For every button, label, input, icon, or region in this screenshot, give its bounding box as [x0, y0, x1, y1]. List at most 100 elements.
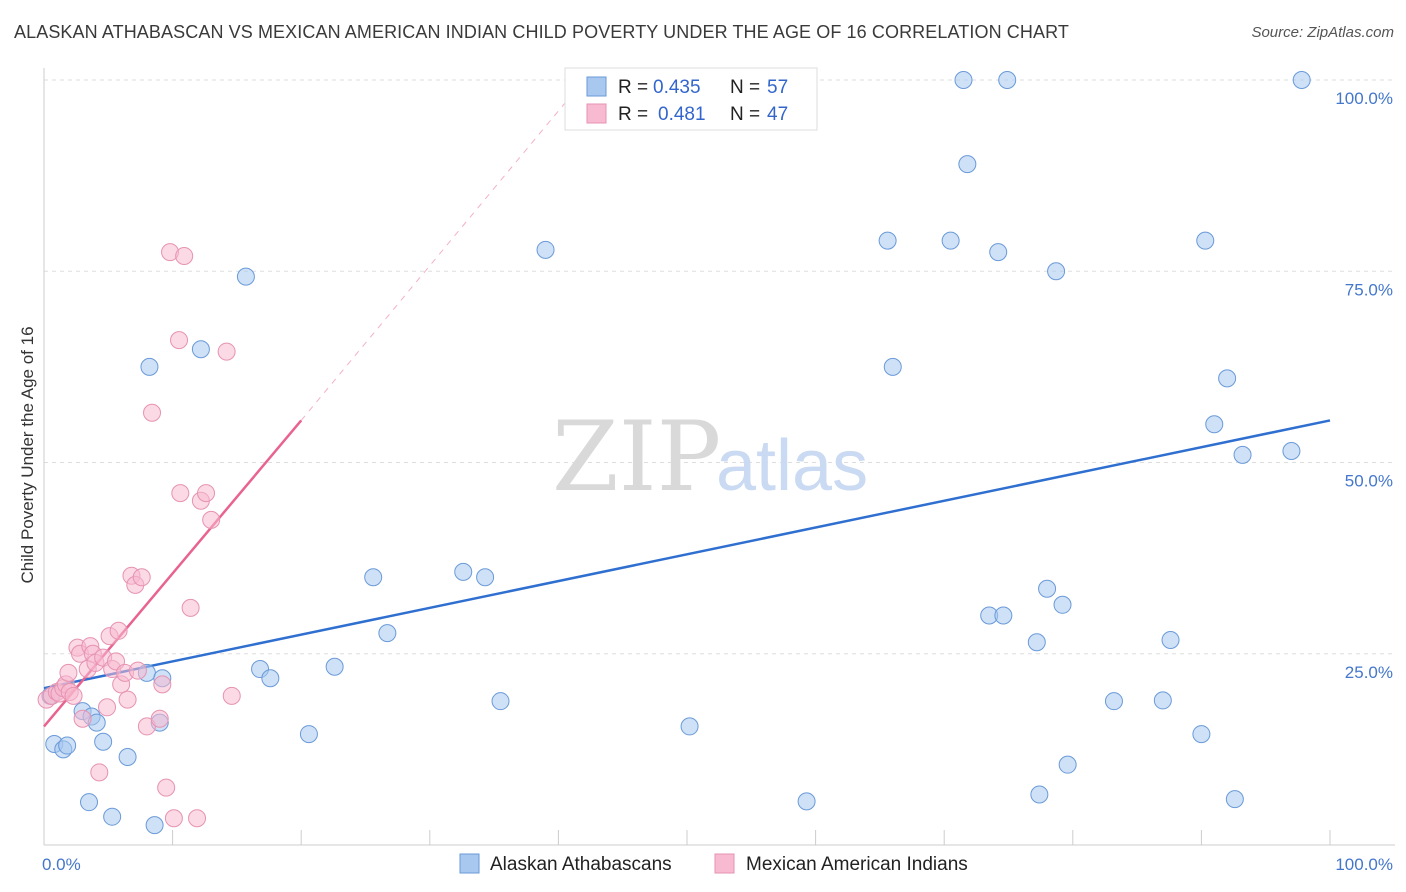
point-s0-54 [1282, 442, 1301, 461]
point-s1-32 [150, 709, 169, 728]
point-s0-9 [103, 807, 122, 826]
x-tick-marks [43, 830, 1331, 845]
point-s1-18 [98, 698, 117, 717]
x-tick-labels: 0.0% 100.0% [42, 855, 1393, 874]
point-s1-39 [175, 246, 194, 265]
point-s1-25 [118, 690, 137, 709]
point-s0-33 [954, 71, 973, 89]
legend-r-value-1: 0.435 [653, 77, 701, 98]
point-s0-43 [1053, 595, 1072, 614]
point-s0-50 [1205, 415, 1224, 434]
point-s0-26 [491, 692, 510, 711]
point-s1-28 [128, 661, 147, 680]
point-s0-29 [797, 792, 816, 811]
bottom-legend-label-athabascan: Alaskan Athabascans [490, 854, 672, 875]
point-s0-25 [476, 568, 495, 587]
point-s0-3 [58, 736, 77, 755]
source-credit: Source: ZipAtlas.com [1251, 24, 1394, 41]
point-s1-36 [164, 809, 183, 828]
point-s1-45 [217, 342, 236, 361]
point-s0-49 [1196, 231, 1215, 250]
point-s0-55 [1292, 71, 1311, 89]
point-s0-41 [1038, 579, 1057, 598]
point-s1-6 [59, 663, 78, 682]
chart-title: ALASKAN ATHABASCAN VS MEXICAN AMERICAN I… [14, 22, 1069, 42]
point-s0-46 [1153, 691, 1172, 710]
x-tick-label-1: 100.0% [1335, 855, 1393, 874]
point-s0-51 [1218, 369, 1237, 388]
point-s0-12 [140, 357, 159, 376]
trend-extension-1 [300, 79, 585, 421]
trend-line-0 [43, 419, 1331, 690]
watermark-zip: ZIP [552, 401, 721, 513]
legend-n-label-2: N = [730, 104, 760, 125]
bottom-legend-swatch-athabascan [459, 853, 480, 874]
point-s0-34 [958, 155, 977, 174]
point-s0-32 [941, 231, 960, 250]
point-s0-8 [94, 732, 113, 751]
point-s1-33 [153, 675, 172, 694]
point-s0-30 [878, 231, 897, 250]
bottom-legend-swatch-mexican [714, 853, 735, 874]
axes [43, 68, 1395, 846]
point-s0-44 [1058, 755, 1077, 774]
point-s1-11 [73, 709, 92, 728]
point-s1-34 [157, 778, 176, 797]
point-s0-22 [364, 568, 383, 587]
legend-n-value-1: 57 [767, 77, 788, 98]
point-s0-53 [1233, 445, 1252, 464]
legend-swatch-mexican [586, 103, 607, 124]
y-tick-label-3: 100.0% [1335, 89, 1393, 108]
point-s1-8 [64, 686, 83, 705]
y-tick-label-1: 50.0% [1345, 472, 1393, 491]
point-s1-46 [222, 686, 241, 705]
point-s0-48 [1192, 725, 1211, 744]
point-s1-37 [171, 484, 190, 503]
point-s0-45 [1104, 692, 1123, 711]
data-points [37, 71, 1311, 835]
point-s0-19 [261, 669, 280, 688]
point-s1-22 [109, 621, 128, 640]
point-s1-16 [90, 763, 109, 782]
point-s0-31 [883, 357, 902, 376]
point-s1-44 [202, 510, 221, 529]
legend-n-value-2: 47 [767, 104, 788, 125]
legend-r-value-2: 0.481 [658, 104, 706, 125]
point-s0-37 [994, 606, 1013, 625]
point-s0-5 [80, 793, 99, 812]
legend-swatch-athabascan [586, 76, 607, 97]
point-s0-27 [536, 240, 555, 259]
x-tick-label-0: 0.0% [42, 855, 81, 874]
point-s0-40 [1030, 785, 1049, 804]
point-s0-21 [325, 657, 344, 676]
y-tick-label-2: 75.0% [1345, 280, 1393, 299]
point-s0-17 [236, 267, 255, 286]
point-s0-52 [1225, 790, 1244, 809]
point-s1-31 [143, 403, 162, 422]
point-s0-42 [1047, 262, 1066, 281]
point-s1-40 [181, 598, 200, 617]
point-s0-16 [191, 340, 210, 359]
y-tick-labels: 25.0% 50.0% 75.0% 100.0% [1335, 89, 1393, 682]
legend-r-label-2: R = [618, 104, 648, 125]
point-s1-38 [170, 331, 189, 350]
point-s0-13 [145, 816, 164, 835]
legend-r-label-1: R = [618, 77, 648, 98]
point-s0-38 [998, 71, 1017, 89]
point-s0-23 [378, 624, 397, 643]
gridlines [44, 79, 1395, 655]
watermark: ZIP atlas [552, 401, 868, 513]
point-s1-29 [132, 568, 151, 587]
point-s1-43 [197, 484, 216, 503]
bottom-legend: Alaskan Athabascans Mexican American Ind… [459, 853, 968, 875]
point-s0-28 [680, 717, 699, 736]
point-s0-39 [1027, 633, 1046, 652]
legend-box: R = 0.435 N = 57 R = 0.481 N = 47 [564, 67, 818, 131]
point-s0-47 [1161, 630, 1180, 649]
point-s0-10 [118, 748, 137, 767]
point-s0-24 [454, 562, 473, 581]
point-s0-36 [989, 243, 1008, 262]
watermark-atlas: atlas [716, 426, 868, 506]
bottom-legend-label-mexican: Mexican American Indians [746, 854, 968, 875]
